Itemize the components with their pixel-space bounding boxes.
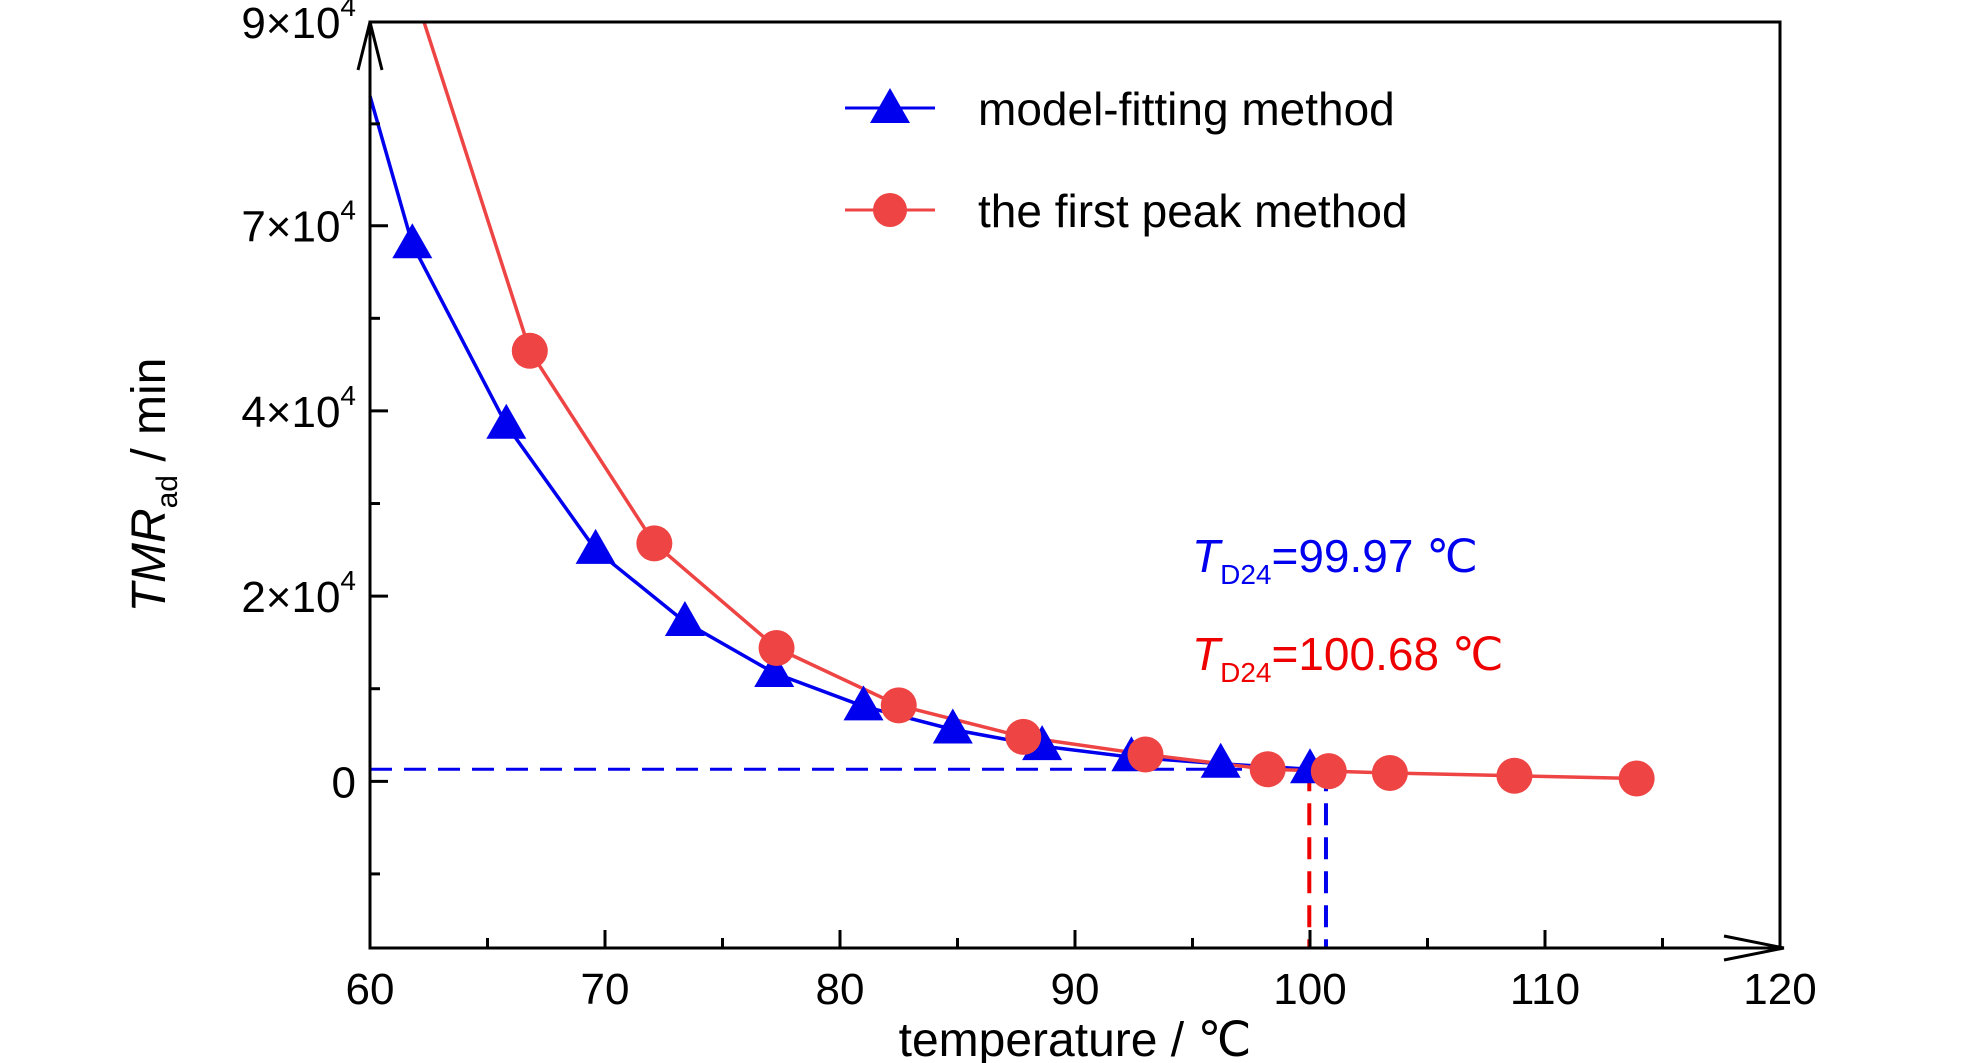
series-line-1	[422, 21, 1637, 781]
y-axis-title-sub: ad	[151, 475, 184, 508]
annotation-model-fitting-value: =99.97 ℃	[1271, 530, 1477, 582]
data-point-circle-1-9	[1496, 757, 1533, 794]
y-axis-title: TMRad / min	[123, 358, 184, 613]
plot-markers	[392, 223, 1655, 797]
y-tick-exponent-4: 4	[340, 0, 356, 22]
annotation-model-fitting-sub: D24	[1220, 559, 1271, 590]
x-axis-ticks: 60 70 80 90 100 110 120	[346, 930, 1817, 1014]
data-point-circle-1-10	[1618, 760, 1655, 797]
data-point-circle-1-6	[1249, 751, 1286, 788]
y-tick-mantissa-1: 2×10	[241, 573, 340, 622]
data-point-circle-1-2	[758, 629, 795, 666]
x-tick-label-0: 60	[346, 965, 395, 1014]
annotation-first-peak-sub: D24	[1220, 657, 1271, 688]
data-point-circle-1-3	[880, 687, 917, 724]
data-point-triangle-0-9	[1200, 742, 1241, 778]
x-tick-label-1: 70	[581, 965, 630, 1014]
legend-marker-circle	[873, 193, 907, 227]
data-point-triangle-0-6	[932, 708, 973, 744]
data-point-triangle-0-3	[664, 601, 705, 637]
y-tick-exponent-1: 4	[340, 565, 356, 596]
x-axis-title: temperature / ℃	[899, 1014, 1252, 1063]
data-point-triangle-0-4	[754, 651, 795, 687]
x-axis-arrow	[1723, 934, 1785, 962]
data-point-circle-1-8	[1371, 754, 1408, 791]
y-tick-label-2: 4×104	[241, 380, 356, 437]
x-tick-label-6: 120	[1743, 965, 1816, 1014]
y-tick-exponent-2: 4	[340, 380, 356, 411]
y-tick-mantissa-4: 9×10	[241, 0, 340, 48]
x-tick-label-3: 90	[1051, 965, 1100, 1014]
legend-marker-triangle	[870, 88, 910, 123]
legend-item-first-peak: the first peak method	[845, 185, 1408, 237]
data-point-circle-1-1	[636, 525, 673, 562]
plot-lines	[368, 21, 1637, 948]
x-tick-label-4: 100	[1273, 965, 1346, 1014]
y-tick-mantissa-3: 7×10	[241, 203, 340, 252]
data-point-circle-1-4	[1005, 718, 1042, 755]
legend: model-fitting method the first peak meth…	[845, 83, 1408, 237]
data-point-circle-1-0	[511, 332, 548, 369]
y-axis-title-unit: / min	[123, 358, 176, 475]
x-tick-label-5: 110	[1510, 965, 1580, 1014]
y-tick-mantissa-0: 0	[332, 758, 356, 807]
y-tick-label-3: 7×104	[241, 195, 356, 252]
y-axis-title-main: TMR	[123, 508, 176, 612]
legend-item-model-fitting: model-fitting method	[845, 83, 1395, 135]
data-point-circle-1-5	[1127, 736, 1164, 773]
data-point-triangle-0-2	[575, 528, 616, 564]
plot-frame	[368, 20, 1782, 950]
x-tick-label-2: 80	[816, 965, 865, 1014]
annotation-model-fitting: TD24=99.97 ℃	[1192, 530, 1478, 590]
data-point-triangle-0-0	[392, 223, 433, 259]
y-tick-mantissa-2: 4×10	[241, 388, 340, 437]
y-axis-arrow	[356, 21, 384, 71]
y-tick-label-4: 9×104	[241, 0, 356, 48]
legend-label-model-fitting: model-fitting method	[978, 83, 1395, 135]
data-point-circle-1-7	[1310, 753, 1347, 790]
y-tick-label-0: 0	[332, 758, 356, 807]
annotation-first-peak-value: =100.68 ℃	[1271, 628, 1503, 680]
annotation-first-peak: TD24=100.68 ℃	[1192, 628, 1503, 688]
annotation-model-fitting-main: T	[1192, 530, 1223, 582]
data-point-triangle-0-5	[843, 685, 884, 721]
annotation-first-peak-main: T	[1192, 628, 1223, 680]
legend-label-first-peak: the first peak method	[978, 185, 1408, 237]
y-tick-exponent-3: 4	[340, 195, 356, 226]
data-point-triangle-0-1	[486, 403, 527, 439]
y-tick-label-1: 2×104	[241, 565, 356, 622]
